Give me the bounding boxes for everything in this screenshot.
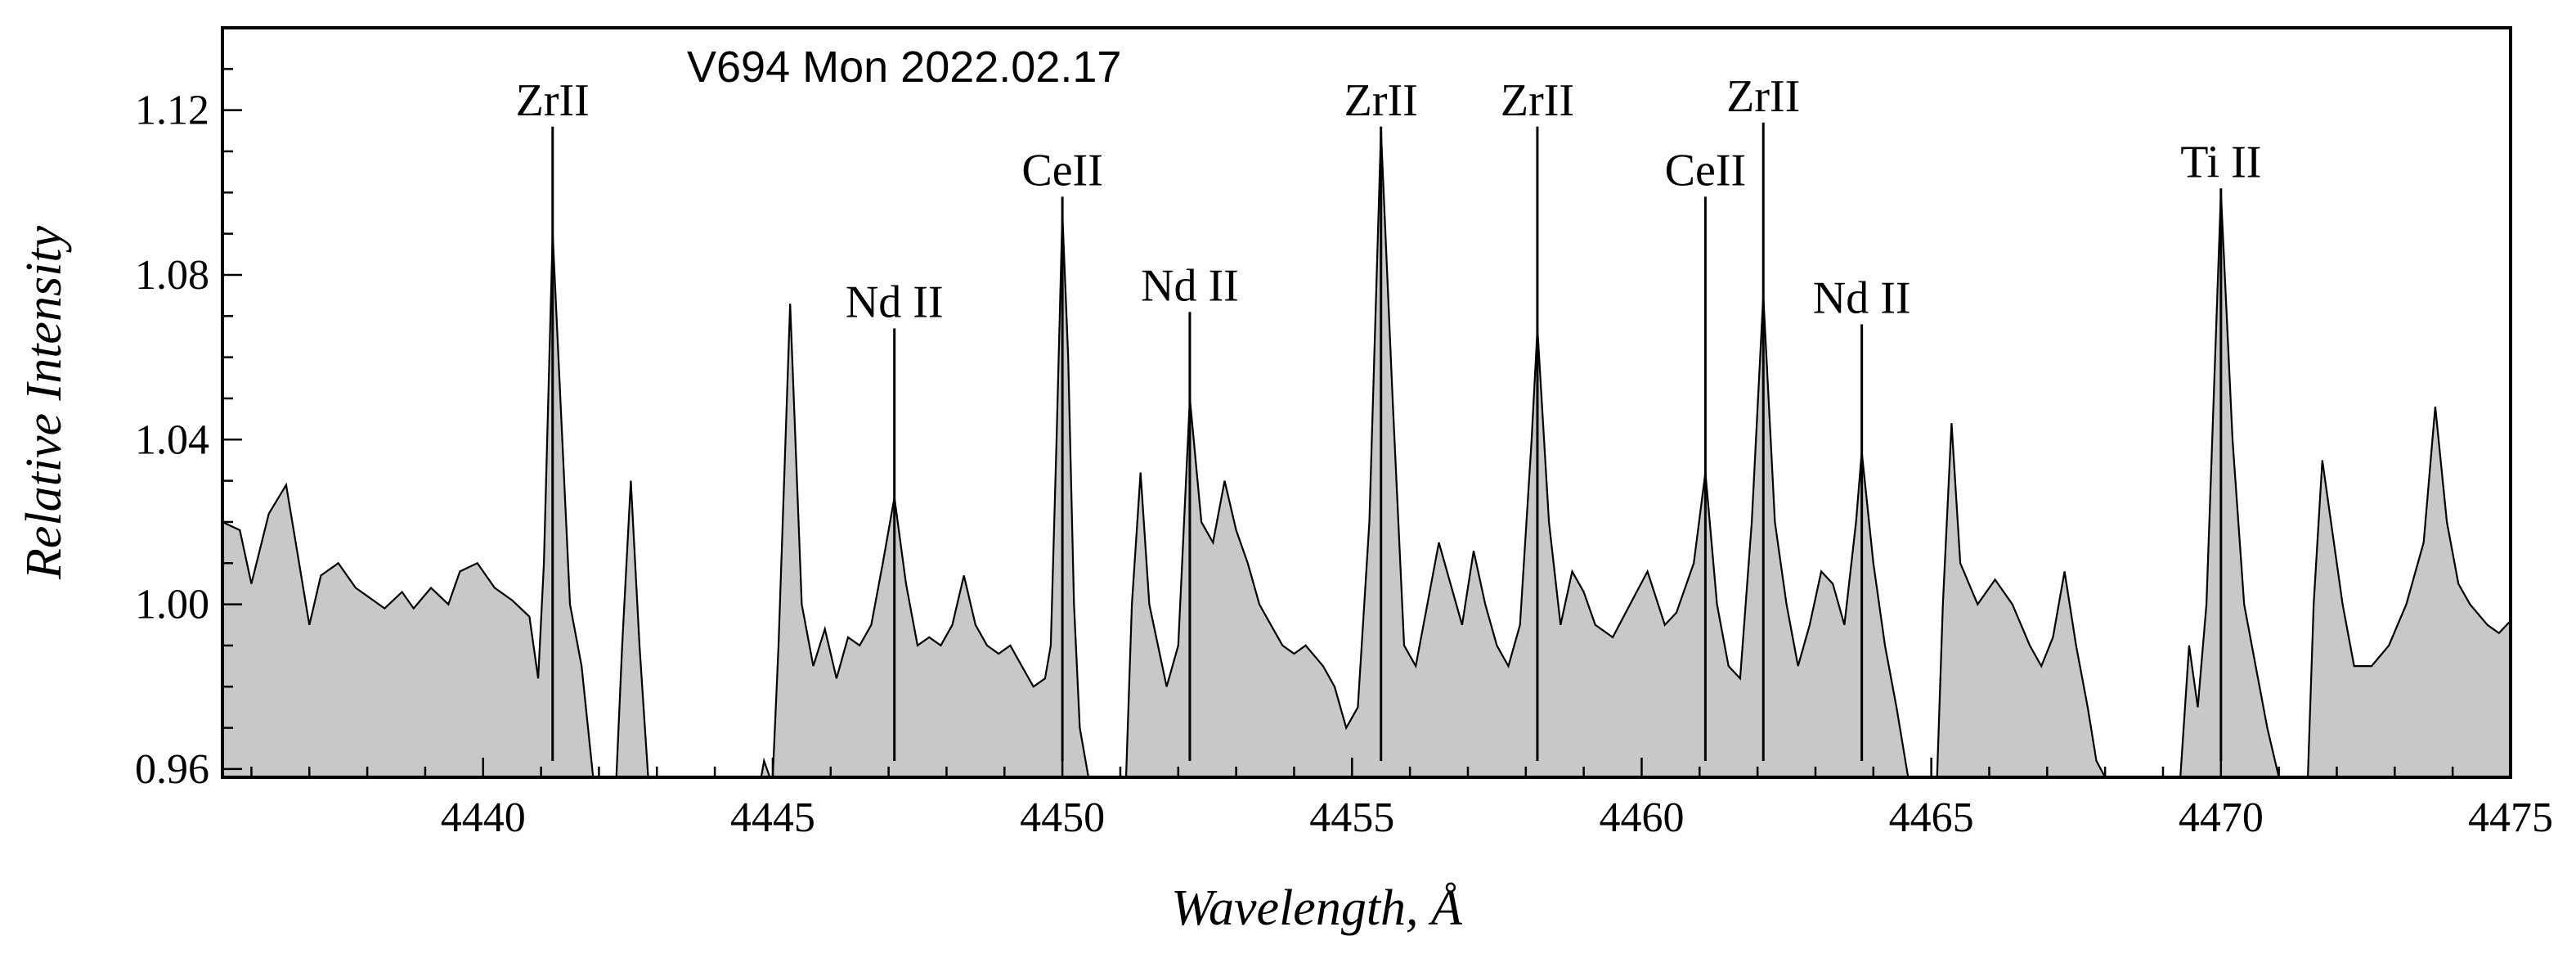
plot-area <box>222 130 2511 778</box>
y-tick-label: 0.96 <box>135 746 209 793</box>
spectrum-line-segment <box>771 213 1090 778</box>
spectrum-fill-segment <box>222 233 594 778</box>
y-tick-label: 1.04 <box>135 416 209 463</box>
spectrum-line-segment <box>222 233 595 778</box>
x-tick-label: 4450 <box>1020 794 1105 841</box>
spectrum-fill-segment <box>1126 130 1909 778</box>
spectral-line-label: Nd II <box>1813 272 1911 323</box>
spectrum-line-segment <box>2307 406 2511 778</box>
y-tick-label: 1.00 <box>135 582 209 628</box>
spectrum-fill-segment <box>2308 407 2511 777</box>
spectrum-line-segment <box>615 480 649 778</box>
spectral-line-label: ZrII <box>516 75 590 126</box>
spectral-line-label: CeII <box>1021 145 1103 196</box>
spectrum-fill-segment <box>772 213 1088 777</box>
x-axis-label: Wavelength, Å <box>1171 880 1463 936</box>
spectrum-fill-segment <box>616 480 648 777</box>
spectral-line-label: ZrII <box>1344 75 1418 126</box>
chart-title: V694 Mon 2022.02.17 <box>687 43 1121 92</box>
y-tick-label: 1.12 <box>135 88 209 134</box>
spectrum-line-segment <box>1124 130 1910 778</box>
spectral-line-label: CeII <box>1665 145 1747 196</box>
x-tick-label: 4475 <box>2468 794 2553 841</box>
x-tick-label: 4470 <box>2179 794 2264 841</box>
y-axis-label: Relative Intensity <box>16 225 72 580</box>
spectrum-line-segment <box>2179 192 2280 778</box>
x-tick-label: 4440 <box>441 794 526 841</box>
spectral-line-label: ZrII <box>1726 71 1800 122</box>
spectral-line-markers: ZrII Nd II CeII Nd II ZrII ZrII CeII ZrII Nd II T… <box>516 71 2261 761</box>
y-tick-label: 1.08 <box>135 252 209 299</box>
x-tick-label: 4445 <box>730 794 815 841</box>
spectrum-line-segment <box>760 757 771 778</box>
spectrum-fill-segment <box>1936 423 2106 777</box>
x-tick-label: 4460 <box>1599 794 1684 841</box>
plot-frame <box>221 26 2512 779</box>
x-tick-label: 4455 <box>1309 794 1394 841</box>
spectral-line-label: ZrII <box>1501 75 1574 126</box>
y-axis: 0.96 1.00 1.04 1.08 1.12 <box>135 26 242 793</box>
x-axis: 4440 4445 4450 4455 4460 4465 4470 4475 <box>250 758 2553 841</box>
spectrum-line-segment <box>1936 423 2107 778</box>
spectral-line-label: Ti II <box>2180 137 2261 187</box>
spectral-line-label: Nd II <box>846 277 944 327</box>
x-tick-label: 4465 <box>1889 794 1974 841</box>
spectral-line-label: Nd II <box>1141 260 1239 311</box>
